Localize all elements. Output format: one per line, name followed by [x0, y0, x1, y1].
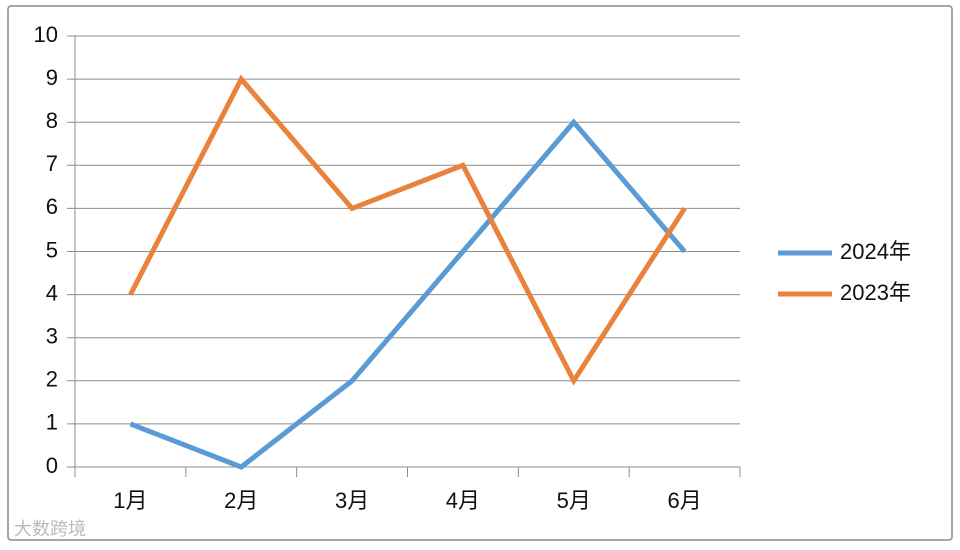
watermark: 大数跨境 [14, 519, 86, 539]
legend-label: 2023年 [840, 280, 911, 305]
y-tick-label: 2 [46, 367, 58, 392]
y-tick-label: 3 [46, 324, 58, 349]
x-tick-label: 6月 [667, 488, 701, 513]
legend-label: 2024年 [840, 239, 911, 264]
x-tick-label: 1月 [113, 488, 147, 513]
x-tick-label: 5月 [557, 488, 591, 513]
y-tick-label: 0 [46, 453, 58, 478]
series-line [128, 74, 687, 386]
y-tick-label: 9 [46, 65, 58, 90]
chart-frame [7, 5, 953, 541]
y-tick-label: 10 [34, 22, 58, 47]
y-tick-label: 1 [46, 410, 58, 435]
x-tick-label: 3月 [335, 488, 369, 513]
series-line [129, 118, 687, 470]
x-tick-label: 2月 [224, 488, 258, 513]
y-tick-label: 4 [46, 280, 58, 305]
x-tick-label: 4月 [446, 488, 480, 513]
y-tick-label: 7 [46, 151, 58, 176]
y-tick-label: 5 [46, 237, 58, 262]
y-tick-label: 6 [46, 194, 58, 219]
y-tick-label: 8 [46, 108, 58, 133]
